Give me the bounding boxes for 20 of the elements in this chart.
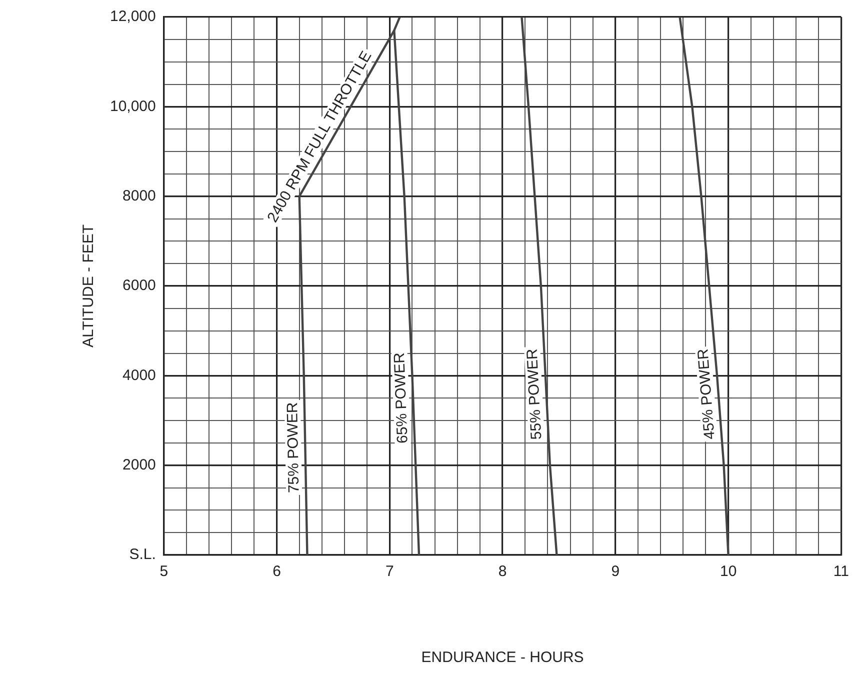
y-tick-label: 2000 — [122, 456, 156, 474]
y-tick-label: S.L. — [129, 546, 156, 564]
y-axis-title: ALTITUDE - FEET — [80, 224, 98, 348]
x-tick-label: 6 — [272, 563, 281, 580]
x-tick-label: 11 — [833, 563, 850, 580]
x-tick-label: 7 — [385, 563, 394, 580]
text: 75% POWER — [284, 402, 303, 494]
text: 55% POWER — [524, 348, 546, 440]
y-tick-label: 12,000 — [110, 8, 156, 26]
x-tick-label: 9 — [611, 563, 620, 580]
x-tick-label: 10 — [720, 563, 737, 580]
x-axis-title: ENDURANCE - HOURS — [421, 649, 584, 666]
x-tick-label: 8 — [498, 563, 507, 580]
x-tick-label: 5 — [160, 563, 168, 580]
text: 65% POWER — [390, 352, 412, 444]
text: 45% POWER — [694, 348, 718, 440]
y-tick-label: 4000 — [122, 366, 156, 384]
y-tick-label: 8000 — [122, 187, 156, 204]
y-tick-label: 6000 — [122, 277, 156, 294]
y-tick-label: 10,000 — [110, 98, 156, 115]
